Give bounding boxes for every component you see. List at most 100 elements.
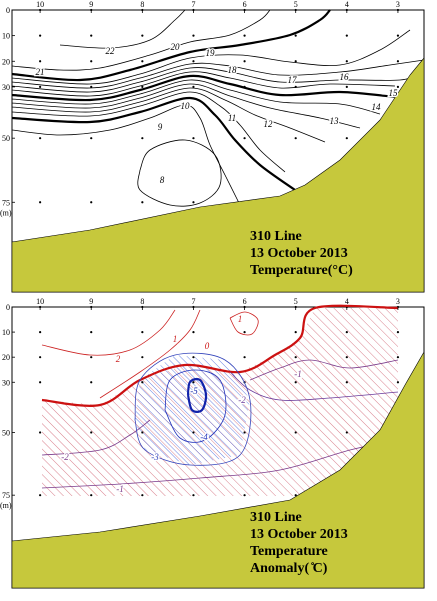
sample-point <box>243 494 246 497</box>
sample-point <box>141 431 144 434</box>
contour-line <box>137 139 222 207</box>
x-tick-label: 3 <box>396 297 400 306</box>
sample-point <box>141 381 144 384</box>
contour-line <box>59 9 186 49</box>
sample-point <box>39 60 42 63</box>
x-tick-label: 7 <box>191 0 195 9</box>
sample-point <box>90 356 93 359</box>
sample-point <box>141 356 144 359</box>
sample-point <box>39 201 42 204</box>
contour-label: 11 <box>228 113 236 123</box>
contour-line <box>41 439 399 489</box>
sample-point <box>90 60 93 63</box>
y-tick-label: 75 <box>2 198 10 207</box>
sample-point <box>141 60 144 63</box>
contour-label: 2 <box>116 354 121 364</box>
contour-line <box>41 419 151 456</box>
sample-point <box>192 137 195 140</box>
x-tick-label: 9 <box>89 0 93 9</box>
sample-point <box>396 381 400 384</box>
contour-line <box>11 87 326 143</box>
contour-label: -4 <box>200 432 208 442</box>
x-tick-label: 5 <box>294 0 298 9</box>
sample-point <box>39 431 42 434</box>
contour-line <box>134 352 252 466</box>
sample-point <box>192 356 195 359</box>
sample-point <box>294 494 297 497</box>
sample-point <box>396 85 400 89</box>
contour-label: 9 <box>158 122 163 132</box>
x-tick-label: 5 <box>294 297 298 306</box>
contour-line <box>11 67 416 93</box>
sample-point <box>294 330 297 334</box>
sample-point <box>243 34 246 37</box>
contour-label: 1 <box>173 334 178 344</box>
sample-point <box>192 431 195 434</box>
y-tick-label: 30 <box>2 378 10 387</box>
panel-title: 13 October 2013 <box>250 246 348 261</box>
contour-line <box>11 83 361 129</box>
sample-point <box>90 34 93 37</box>
sample-point <box>90 201 93 204</box>
sample-point <box>192 85 195 89</box>
contour-line <box>11 74 396 102</box>
contour-line <box>11 59 425 89</box>
sample-point <box>345 60 348 63</box>
sample-point <box>192 381 195 384</box>
sample-point <box>90 85 93 89</box>
panel-title: Temperature(°C) <box>250 263 353 278</box>
contour-label: -3 <box>151 452 159 462</box>
contour-line <box>99 309 201 399</box>
sample-point <box>294 60 297 63</box>
sample-point <box>192 494 195 497</box>
sample-point <box>396 330 400 334</box>
y-tick-label: 20 <box>2 353 10 362</box>
sample-point <box>192 34 195 37</box>
contour-line <box>11 79 381 115</box>
contour-line <box>11 71 396 97</box>
contour-label: -1 <box>116 484 124 494</box>
y-tick-label: 10 <box>2 32 10 41</box>
contour-label: 18 <box>228 65 238 75</box>
sample-point <box>141 494 144 497</box>
sample-point <box>396 356 400 359</box>
sample-point <box>294 381 297 384</box>
y-tick-label: 50 <box>2 134 10 143</box>
panel-title: Anomaly( ̊C) <box>250 561 328 576</box>
contour-label: -5 <box>190 386 198 396</box>
panel-title: 13 October 2013 <box>250 527 348 542</box>
sample-point <box>39 137 42 140</box>
y-tick-label: 0 <box>6 303 10 312</box>
x-tick-label: 3 <box>396 0 400 9</box>
sample-point <box>243 356 246 359</box>
panel-title: 310 Line <box>250 510 302 525</box>
sample-point <box>345 356 348 359</box>
sample-point <box>39 34 42 37</box>
contour-label: 15 <box>389 88 399 98</box>
sample-point <box>39 330 42 334</box>
contour-line <box>41 304 399 407</box>
sample-point <box>396 34 400 37</box>
contour-label: 22 <box>106 46 116 56</box>
contour-label: 14 <box>372 102 382 112</box>
sample-point <box>192 60 195 63</box>
panel-title: Temperature <box>250 544 328 559</box>
contour-label: 8 <box>160 175 165 185</box>
y-tick-label: 10 <box>2 328 10 337</box>
sample-point <box>345 137 348 140</box>
x-tick-label: 8 <box>140 0 144 9</box>
contour-label: -2 <box>61 452 69 462</box>
contour-label: 20 <box>171 42 181 52</box>
y-unit-label: (m) <box>0 501 12 510</box>
sample-point <box>345 330 348 334</box>
sample-point <box>243 330 246 334</box>
terrain <box>11 350 425 589</box>
x-tick-label: 9 <box>89 297 93 306</box>
contour-line <box>164 369 227 443</box>
sample-point <box>141 330 144 334</box>
contour-label: 12 <box>264 119 274 129</box>
sample-point <box>39 356 42 359</box>
sample-point <box>243 137 246 140</box>
sample-point <box>294 431 297 434</box>
